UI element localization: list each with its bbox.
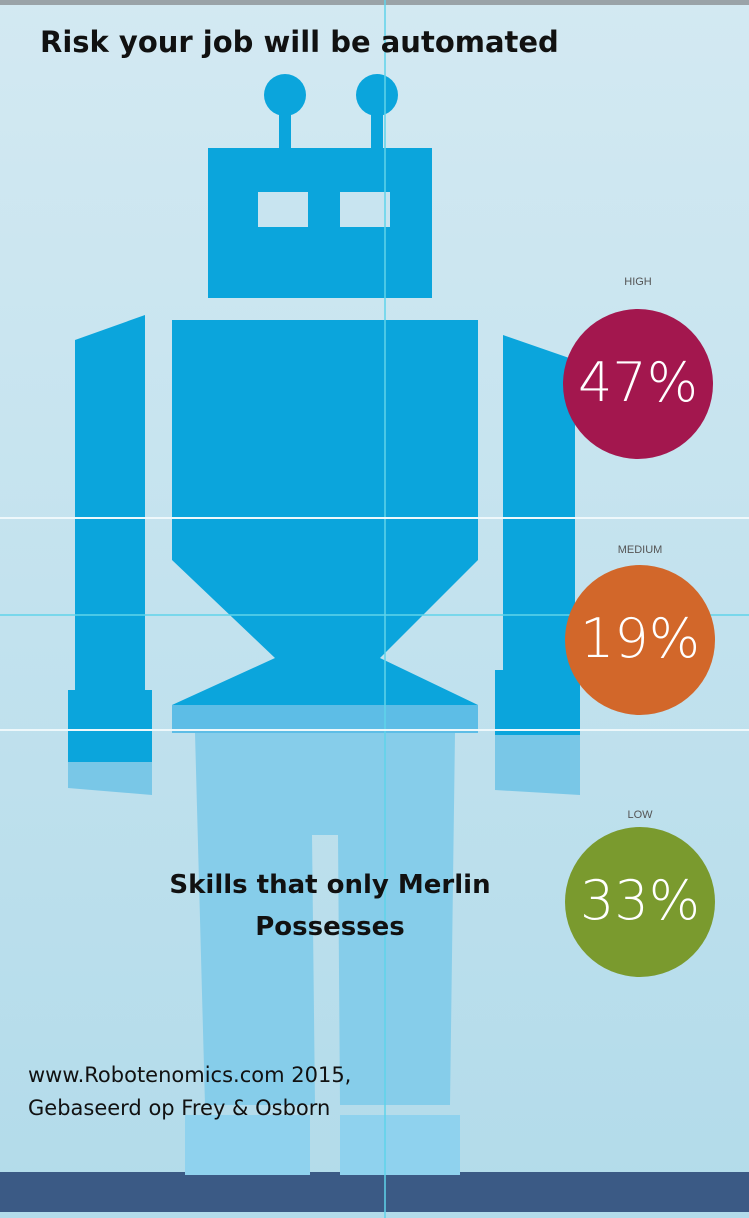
eye xyxy=(258,192,308,227)
hips xyxy=(172,705,478,733)
hand-lower xyxy=(495,735,580,795)
hand xyxy=(495,670,580,735)
risk-circle xyxy=(565,827,715,977)
risk-level: MEDIUM 19% xyxy=(565,544,715,715)
risk-label: LOW xyxy=(627,809,653,821)
robot xyxy=(68,74,580,1175)
source: www.Robotenomics.com 2015, xyxy=(28,1063,351,1087)
foot xyxy=(340,1115,460,1175)
antenna-stem xyxy=(279,110,291,150)
hand-lower xyxy=(68,762,152,795)
risk-level: HIGH 47% xyxy=(563,276,713,459)
floor-band xyxy=(0,1172,749,1212)
risk-circle xyxy=(563,309,713,459)
legs xyxy=(195,733,455,1105)
arm xyxy=(503,335,575,670)
arm xyxy=(75,315,145,690)
caption: Possesses xyxy=(255,912,405,942)
source: Gebaseerd op Frey & Osborn xyxy=(28,1096,330,1120)
risk-label: MEDIUM xyxy=(618,544,663,556)
risk-level: LOW 33% xyxy=(565,809,715,977)
risk-value: 47% xyxy=(578,351,698,414)
risk-value: 19% xyxy=(580,607,700,670)
hand xyxy=(68,690,152,762)
title: Risk your job will be automated xyxy=(40,25,559,59)
head xyxy=(208,148,432,298)
top-bar xyxy=(0,0,749,5)
eye xyxy=(340,192,390,227)
antenna xyxy=(356,74,398,116)
foot xyxy=(185,1115,310,1175)
risk-circle xyxy=(565,565,715,715)
antenna xyxy=(264,74,306,116)
risk-label: HIGH xyxy=(624,276,652,288)
torso xyxy=(172,320,478,705)
risk-value: 33% xyxy=(580,869,700,932)
caption: Skills that only Merlin xyxy=(169,870,490,900)
antenna-stem xyxy=(371,110,383,150)
